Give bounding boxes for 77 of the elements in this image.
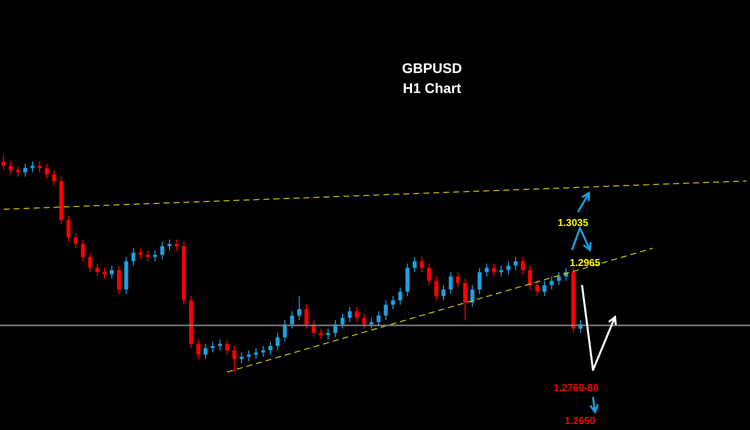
candlestick [30, 160, 34, 173]
candlestick [88, 252, 92, 273]
candlestick [44, 163, 49, 180]
candlestick [174, 239, 179, 251]
candlestick [131, 248, 136, 266]
candlestick [240, 352, 244, 364]
candlestick [448, 272, 453, 294]
candlestick [434, 276, 438, 301]
candlestick [204, 343, 208, 360]
candlestick [8, 160, 13, 175]
chart-title: GBPUSD [402, 60, 462, 76]
candlestick [23, 163, 28, 178]
candlestick [492, 262, 496, 278]
candlestick [102, 267, 107, 280]
candlestick [362, 312, 366, 330]
candlestick [196, 338, 200, 360]
candlestick [232, 345, 236, 373]
candlestick [442, 284, 446, 301]
candlestick [52, 170, 56, 186]
text: 1.2760-80 [553, 383, 599, 394]
candlestick [218, 338, 222, 351]
candlestick [80, 239, 85, 262]
candlestick [95, 262, 100, 278]
candlestick [354, 306, 359, 323]
candlestick [138, 248, 143, 260]
candlestick [398, 286, 402, 306]
candlestick [463, 278, 468, 320]
candlestick [160, 241, 164, 260]
candlestick [420, 256, 424, 273]
candlestick [153, 250, 158, 262]
candlestick [412, 256, 417, 273]
chart-subtitle: H1 Chart [402, 80, 462, 96]
candlestick [290, 310, 294, 330]
candlestick [520, 256, 525, 275]
candlestick [470, 284, 474, 308]
candlestick [254, 348, 258, 360]
candlestick [304, 304, 308, 330]
candlestick [326, 328, 330, 340]
candlestick [535, 280, 540, 297]
candlestick [38, 160, 42, 173]
candlestick [2, 154, 6, 171]
candlestick [514, 256, 518, 270]
candlestick [340, 312, 345, 330]
candlestick [550, 276, 554, 290]
annotation: 1.3035 [558, 218, 589, 229]
candlestick [66, 215, 71, 242]
candlestick [405, 262, 410, 297]
candlestick [376, 310, 381, 327]
candlestick [116, 265, 121, 294]
candlestick [297, 296, 302, 320]
candlestick [268, 341, 272, 356]
candlestick [528, 265, 532, 290]
candlestick [384, 300, 388, 320]
candlestick [348, 306, 352, 323]
candlestick [261, 345, 266, 358]
candlestick [456, 272, 460, 288]
candlestick [499, 265, 504, 278]
candlestick [318, 328, 323, 340]
candlestick [542, 280, 546, 297]
candlestick [427, 262, 432, 286]
candlestick [16, 165, 20, 178]
candlestick [246, 350, 251, 362]
candlestick [506, 260, 510, 275]
candlestick [167, 239, 172, 251]
text: 1.2650 [564, 416, 596, 427]
candlestick [484, 262, 489, 278]
candlestick [210, 341, 215, 353]
annotation: 1.2965 [570, 258, 601, 269]
candlestick [74, 232, 78, 249]
candlestick [276, 332, 280, 351]
candlestick [556, 272, 561, 286]
candlestick [478, 267, 482, 294]
candlestick [225, 338, 230, 356]
candlestick [391, 296, 396, 310]
candlestick [110, 265, 114, 280]
candlestick [369, 317, 374, 330]
candlestick [146, 250, 150, 262]
